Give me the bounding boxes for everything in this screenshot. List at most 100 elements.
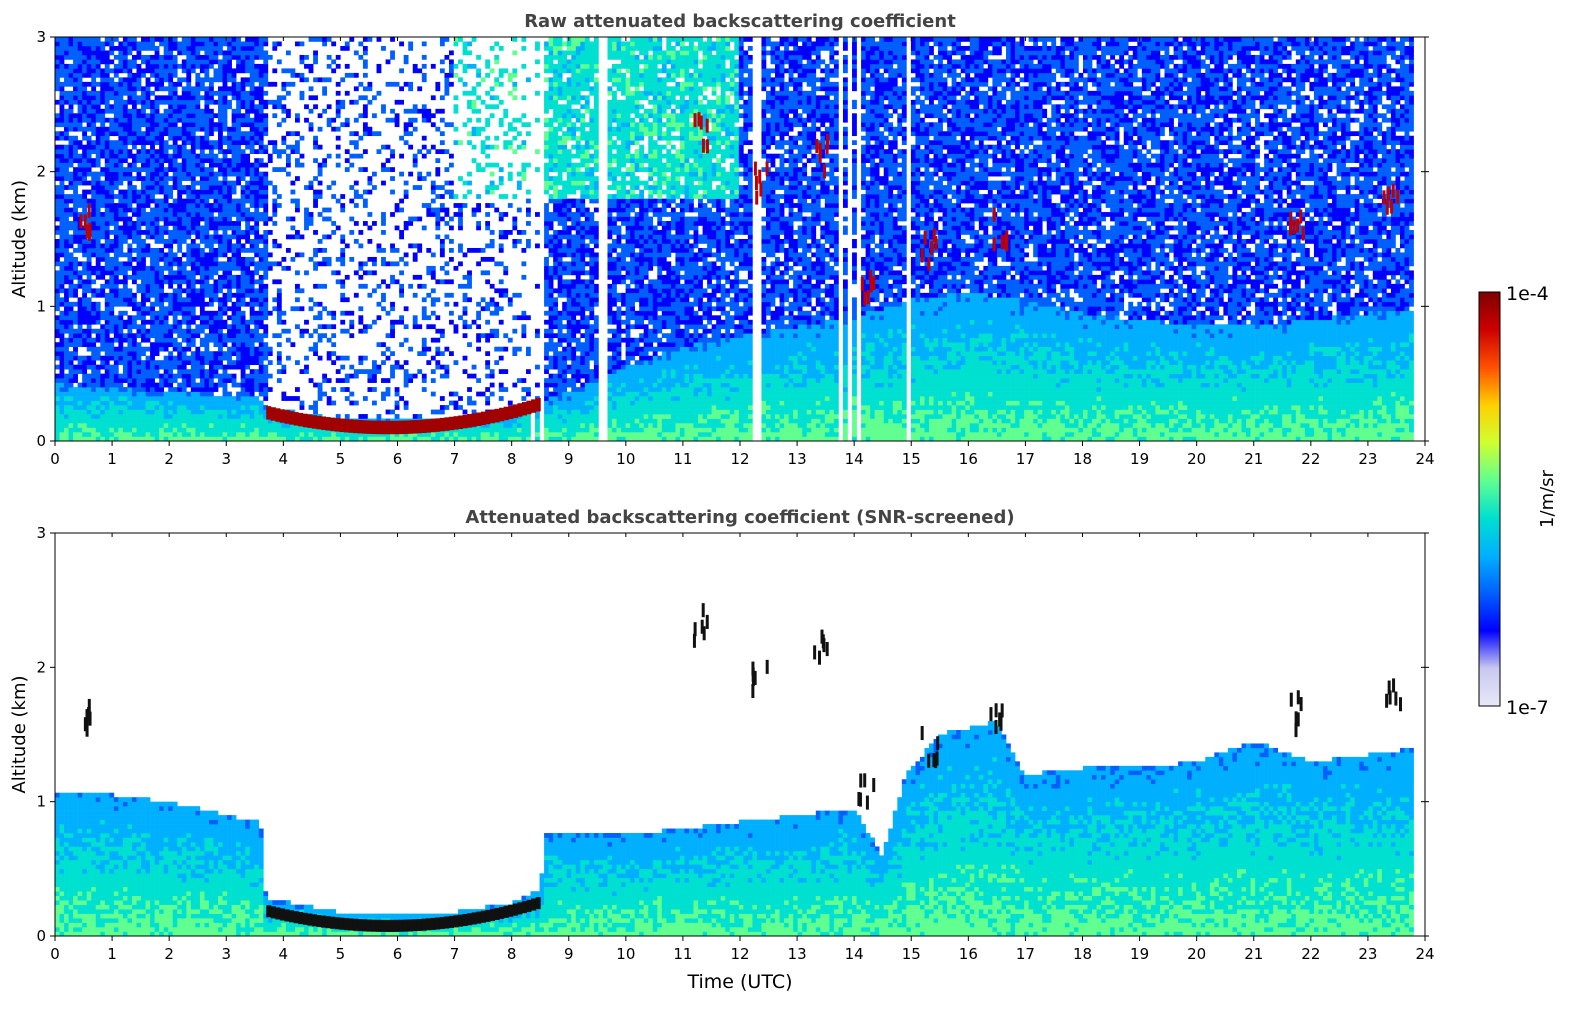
heatmap-cell: [82, 104, 87, 109]
heatmap-cell: [78, 261, 83, 266]
heatmap-cell: [78, 118, 83, 123]
heatmap-cell: [60, 172, 65, 177]
heatmap-cell: [114, 212, 119, 217]
heatmap-cell: [132, 212, 137, 217]
heatmap-cell: [114, 270, 119, 275]
heatmap-cell: [78, 279, 83, 284]
heatmap-cell: [100, 154, 105, 159]
heatmap-cell: [55, 270, 60, 275]
heatmap-cell: [73, 149, 78, 154]
heatmap-cell: [123, 172, 128, 177]
heatmap-cell: [73, 122, 78, 127]
heatmap-cell: [127, 302, 132, 307]
heatmap-cell: [55, 226, 60, 231]
heatmap-cell: [73, 369, 78, 374]
heatmap-cell: [96, 95, 101, 100]
heatmap-cell: [123, 230, 128, 235]
heatmap-cell: [137, 131, 142, 136]
heatmap-cell: [127, 243, 132, 248]
heatmap-cell: [132, 378, 137, 383]
heatmap-cell: [127, 185, 132, 190]
heatmap-cell: [55, 365, 60, 370]
heatmap-cell: [127, 414, 132, 419]
heatmap-cell: [127, 149, 132, 154]
heatmap-cell: [82, 266, 87, 271]
heatmap-cell: [78, 86, 83, 91]
heatmap-cell: [64, 158, 69, 163]
heatmap-cell: [91, 342, 96, 347]
heatmap-cell: [137, 82, 142, 87]
heatmap-cell: [132, 239, 137, 244]
heatmap-cell: [69, 306, 74, 311]
heatmap-cell: [73, 284, 78, 289]
heatmap-cell: [132, 190, 137, 195]
heatmap-cell: [87, 118, 92, 123]
heatmap-cell: [87, 302, 92, 307]
heatmap-cell: [137, 419, 142, 424]
heatmap-cell: [73, 226, 78, 231]
heatmap-cell: [55, 257, 60, 262]
heatmap-cell: [64, 122, 69, 127]
heatmap-cell: [55, 64, 60, 69]
heatmap-cell: [82, 356, 87, 361]
heatmap-cell: [73, 351, 78, 356]
heatmap-cell: [73, 203, 78, 208]
heatmap-cell: [87, 113, 92, 118]
heatmap-cell: [55, 284, 60, 289]
heatmap-cell: [109, 68, 114, 73]
heatmap-cell: [100, 145, 105, 150]
heatmap-cell: [123, 279, 128, 284]
heatmap-cell: [91, 95, 96, 100]
heatmap-cell: [82, 252, 87, 257]
heatmap-cell: [60, 91, 65, 96]
heatmap-cell: [132, 257, 137, 262]
heatmap-cell: [137, 172, 142, 177]
heatmap-cell: [105, 86, 110, 91]
heatmap-cell: [73, 235, 78, 240]
heatmap-cell: [123, 221, 128, 226]
heatmap-cell: [78, 82, 83, 87]
heatmap-cell: [64, 324, 69, 329]
heatmap-cell: [123, 239, 128, 244]
heatmap-cell: [109, 163, 114, 168]
heatmap-cell: [73, 95, 78, 100]
heatmap-cell: [109, 401, 114, 406]
heatmap-cell: [82, 315, 87, 320]
heatmap-cell: [109, 414, 114, 419]
heatmap-cell: [87, 243, 92, 248]
heatmap-cell: [69, 432, 74, 437]
heatmap-cell: [82, 410, 87, 415]
heatmap-cell: [105, 140, 110, 145]
heatmap-cell: [109, 149, 114, 154]
heatmap-cell: [91, 248, 96, 253]
heatmap-cell: [64, 428, 69, 433]
heatmap-cell: [96, 288, 101, 293]
heatmap-cell: [87, 68, 92, 73]
heatmap-cell: [60, 59, 65, 64]
heatmap-cell: [60, 351, 65, 356]
heatmap-cell: [91, 428, 96, 433]
heatmap-cell: [78, 199, 83, 204]
heatmap-cell: [132, 423, 137, 428]
heatmap-cell: [96, 163, 101, 168]
heatmap-cell: [91, 172, 96, 177]
heatmap-cell: [78, 37, 83, 42]
heatmap-cell: [123, 140, 128, 145]
heatmap-cell: [78, 181, 83, 186]
heatmap-cell: [91, 59, 96, 64]
heatmap-cell: [118, 351, 123, 356]
heatmap-cell: [91, 365, 96, 370]
heatmap-cell: [64, 149, 69, 154]
heatmap-cell: [100, 387, 105, 392]
heatmap-cell: [114, 176, 119, 181]
heatmap-cell: [91, 288, 96, 293]
heatmap-cell: [123, 100, 128, 105]
heatmap-cell: [105, 248, 110, 253]
heatmap-cell: [96, 338, 101, 343]
heatmap-cell: [55, 131, 60, 136]
heatmap-cell: [55, 113, 60, 118]
heatmap-cell: [60, 279, 65, 284]
heatmap-cell: [60, 369, 65, 374]
heatmap-cell: [137, 64, 142, 69]
heatmap-cell: [64, 68, 69, 73]
